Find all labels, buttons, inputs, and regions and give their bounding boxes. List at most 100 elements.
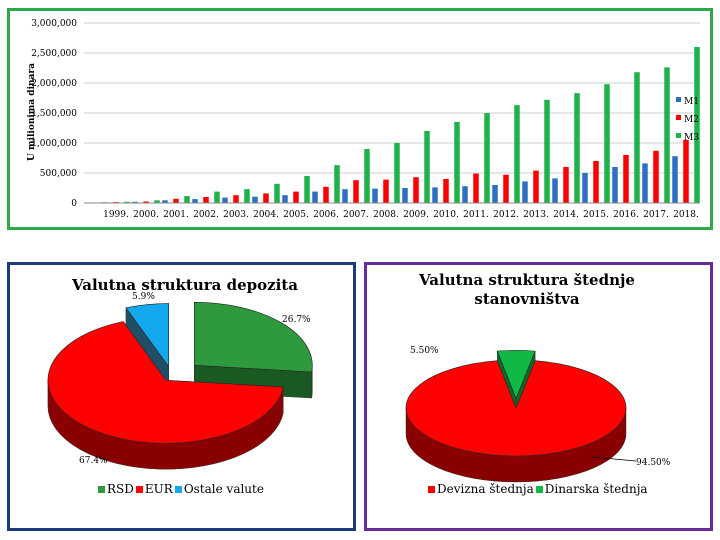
- legend-swatch-m3: [676, 133, 681, 138]
- bar-m2-2017: [653, 150, 659, 203]
- pie-slice-devizna-štednja: [405, 360, 627, 457]
- y-tick-label: 3,000,000: [31, 19, 77, 29]
- x-tick-label: 2002.: [193, 210, 219, 220]
- bar-m2-2015: [593, 161, 599, 203]
- x-tick-label: 2006.: [313, 210, 339, 220]
- bar-m2-2014: [563, 167, 569, 203]
- bar-m3-2016: [634, 72, 640, 203]
- bar-m1-2018: [672, 156, 678, 203]
- bar-m3-2004: [274, 183, 280, 203]
- deposit-structure-panel: [7, 262, 356, 531]
- pie-value-label: 5.50%: [410, 346, 439, 356]
- bar-m2-2011: [473, 173, 479, 203]
- bar-m2-2001: [173, 198, 179, 203]
- x-tick-label: 2007.: [343, 210, 369, 220]
- legend-label-m3: M3: [684, 133, 699, 143]
- bar-m1-2017: [642, 163, 648, 203]
- y-tick-label: 1,000,000: [31, 139, 77, 149]
- bar-m3-2014: [574, 93, 580, 203]
- x-tick-label: 1999.: [103, 210, 129, 220]
- legend-label: Devizna štednja: [437, 482, 534, 496]
- bar-m3-2017: [664, 67, 670, 204]
- savings-pie-legend: Devizna štednja Dinarska štednja: [426, 482, 648, 496]
- bar-m3-2010: [454, 122, 460, 203]
- bar-m1-2012: [492, 185, 498, 203]
- bar-m1-2005: [282, 195, 288, 203]
- x-tick-label: 2009.: [403, 210, 429, 220]
- pie-slice-ostale-valute: [125, 303, 169, 368]
- legend-item-devizna-štednja: Devizna štednja: [426, 482, 534, 496]
- money-aggregates-panel: [7, 8, 713, 230]
- bar-m2-2009: [413, 177, 419, 203]
- legend-item-rsd: RSD: [96, 482, 134, 496]
- bar-m3-2007: [364, 149, 370, 203]
- bar-m2-2006: [323, 186, 329, 203]
- bar-m2-2005: [293, 191, 299, 203]
- x-tick-label: 2015.: [583, 210, 609, 220]
- x-tick-label: 2000.: [133, 210, 159, 220]
- bar-m3-2013: [544, 99, 550, 203]
- pie-slice-dinarska-štednja: [496, 350, 536, 400]
- bar-m2-2012: [503, 174, 509, 203]
- bar-m2-2000: [143, 201, 149, 203]
- bar-m1-2015: [582, 173, 588, 203]
- pie-leader-line: [591, 456, 637, 462]
- y-tick-label: 2,000,000: [31, 79, 77, 89]
- legend-item-dinarska-štednja: Dinarska štednja: [534, 482, 648, 496]
- bar-m2-2010: [443, 179, 449, 203]
- bar-m1-2007: [342, 189, 348, 203]
- legend-swatch: [535, 485, 543, 493]
- bar-m1-2013: [522, 181, 528, 203]
- bar-m3-2001: [184, 196, 190, 203]
- bar-m3-2005: [304, 176, 310, 203]
- legend-label: EUR: [144, 482, 173, 496]
- legend-label: Dinarska štednja: [544, 482, 648, 496]
- legend-swatch-m2: [676, 115, 681, 120]
- pie-value-label: 5.9%: [132, 292, 155, 302]
- x-tick-label: 2014.: [553, 210, 579, 220]
- x-tick-label: 2003.: [223, 210, 249, 220]
- deposit-pie-legend: RSD EUR Ostale valute: [96, 482, 264, 496]
- savings-pie-title: Valutna struktura štednje stanovništva: [419, 271, 635, 308]
- deposit-pie-title: Valutna struktura depozita: [71, 276, 298, 294]
- bar-m2-2002: [203, 197, 209, 203]
- legend-swatch: [174, 485, 182, 493]
- bar-m1-2016: [612, 167, 618, 203]
- legend-label-m1: M1: [684, 97, 699, 107]
- bar-m1-2006: [312, 191, 318, 203]
- x-tick-label: 2001.: [163, 210, 189, 220]
- x-tick-label: 2008.: [373, 210, 399, 220]
- bar-m3-2009: [424, 131, 430, 203]
- y-tick-label: 2,500,000: [31, 49, 77, 59]
- bar-m1-2004: [252, 196, 258, 203]
- bar-m3-2011: [484, 113, 490, 203]
- legend-label: Ostale valute: [183, 482, 264, 496]
- bar-m3-2003: [244, 189, 250, 203]
- x-tick-label: 2017.: [643, 210, 669, 220]
- bar-m2-2007: [353, 180, 359, 203]
- savings-structure-panel: [364, 262, 713, 531]
- bar-m1-2014: [552, 178, 558, 203]
- legend-swatch: [428, 485, 435, 493]
- bar-m2-2016: [623, 155, 629, 203]
- legend-label: RSD: [107, 482, 134, 496]
- y-axis-label: U milionima dinara: [27, 63, 37, 161]
- bar-m1-2011: [462, 186, 468, 203]
- x-tick-label: 2018.: [673, 210, 699, 220]
- x-tick-label: 2016.: [613, 210, 639, 220]
- x-tick-label: 2013.: [523, 210, 549, 220]
- bar-m2-2003: [233, 195, 239, 203]
- x-tick-label: 2010.: [433, 210, 459, 220]
- y-tick-label: 500,000: [40, 169, 77, 179]
- bar-m3-2015: [604, 84, 610, 203]
- pie-value-label: 26.7%: [282, 315, 311, 325]
- legend-swatch-m1: [676, 97, 681, 102]
- bar-m3-1999: [124, 201, 130, 203]
- bar-m1-2008: [372, 188, 378, 203]
- bar-m3-2002: [214, 191, 220, 203]
- bar-m2-2004: [263, 193, 269, 203]
- bar-m2-2008: [383, 179, 389, 203]
